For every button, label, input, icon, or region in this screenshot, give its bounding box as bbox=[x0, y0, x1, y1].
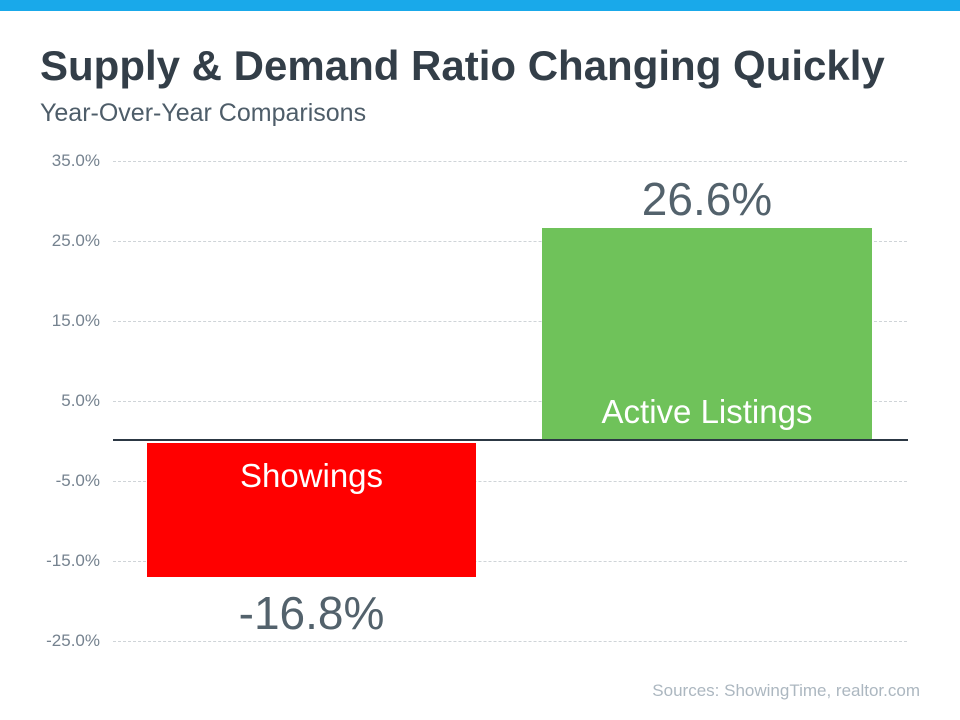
y-axis-tick-label: -15.0% bbox=[46, 551, 100, 570]
gridline bbox=[113, 321, 907, 322]
x-axis-line bbox=[113, 439, 908, 441]
y-axis-tick-label: 25.0% bbox=[51, 231, 100, 250]
y-axis-tick-label: 5.0% bbox=[61, 391, 100, 410]
gridline bbox=[113, 561, 907, 562]
y-axis-tick-label: 35.0% bbox=[51, 151, 100, 170]
sources-text: Sources: ShowingTime, realtor.com bbox=[652, 681, 920, 700]
bar-category-label: Active Listings bbox=[601, 392, 813, 430]
top-accent-bar bbox=[0, 0, 960, 11]
bar-category-label: Showings bbox=[239, 457, 384, 494]
gridline bbox=[113, 241, 907, 242]
y-axis-tick-label: -25.0% bbox=[46, 631, 100, 650]
gridline bbox=[113, 401, 907, 402]
y-axis-tick-label: -5.0% bbox=[55, 471, 100, 490]
gridline bbox=[113, 161, 907, 162]
gridline bbox=[113, 481, 907, 482]
page-title: Supply & Demand Ratio Changing Quickly bbox=[40, 42, 885, 89]
page-subtitle: Year-Over-Year Comparisons bbox=[40, 99, 367, 127]
bar-active-listings: Active Listings bbox=[542, 228, 872, 441]
value-label-active-listings: 26.6% bbox=[641, 173, 773, 225]
gridline bbox=[113, 641, 907, 642]
y-axis-tick-label: 15.0% bbox=[51, 311, 100, 330]
bar-showings: Showings bbox=[147, 443, 476, 578]
value-label-showings: -16.8% bbox=[238, 587, 385, 639]
